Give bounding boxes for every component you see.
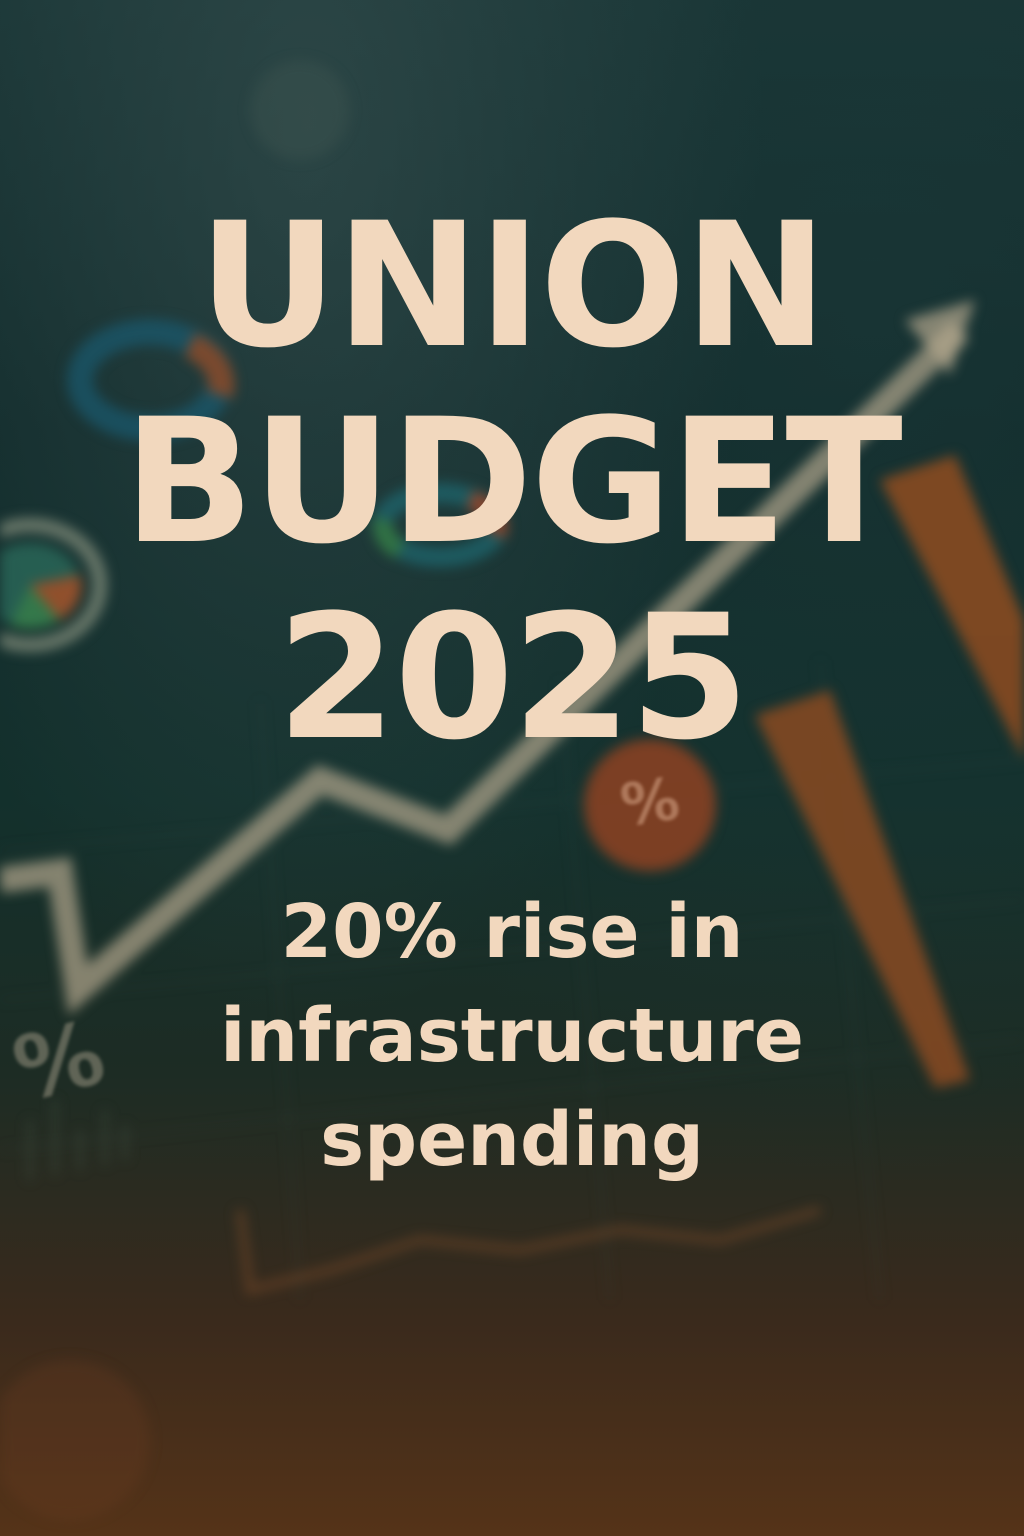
bar-chart-icon — [755, 455, 1024, 1088]
title-line-year: 2025 — [276, 577, 750, 778]
subtitle-line-2: infrastructure — [220, 993, 804, 1079]
subtitle-line-1: 20% rise in — [280, 889, 744, 975]
pie-chart-icon — [0, 518, 107, 652]
poster-title: UNION BUDGET 2025 — [0, 188, 1024, 776]
title-line-budget: BUDGET — [123, 381, 903, 582]
subtitle-line-3: spending — [320, 1097, 704, 1183]
poster-subtitle: 20% rise in infrastructure spending — [0, 880, 1024, 1192]
percent-badge-icon — [584, 739, 716, 871]
title-line-union: UNION — [198, 185, 828, 386]
lower-trend-line — [236, 1206, 822, 1295]
line-chart-icon — [0, 320, 970, 1016]
upward-arrow-icon — [905, 300, 975, 375]
small-bars — [28, 1100, 127, 1180]
donut-chart-icon — [67, 319, 508, 567]
